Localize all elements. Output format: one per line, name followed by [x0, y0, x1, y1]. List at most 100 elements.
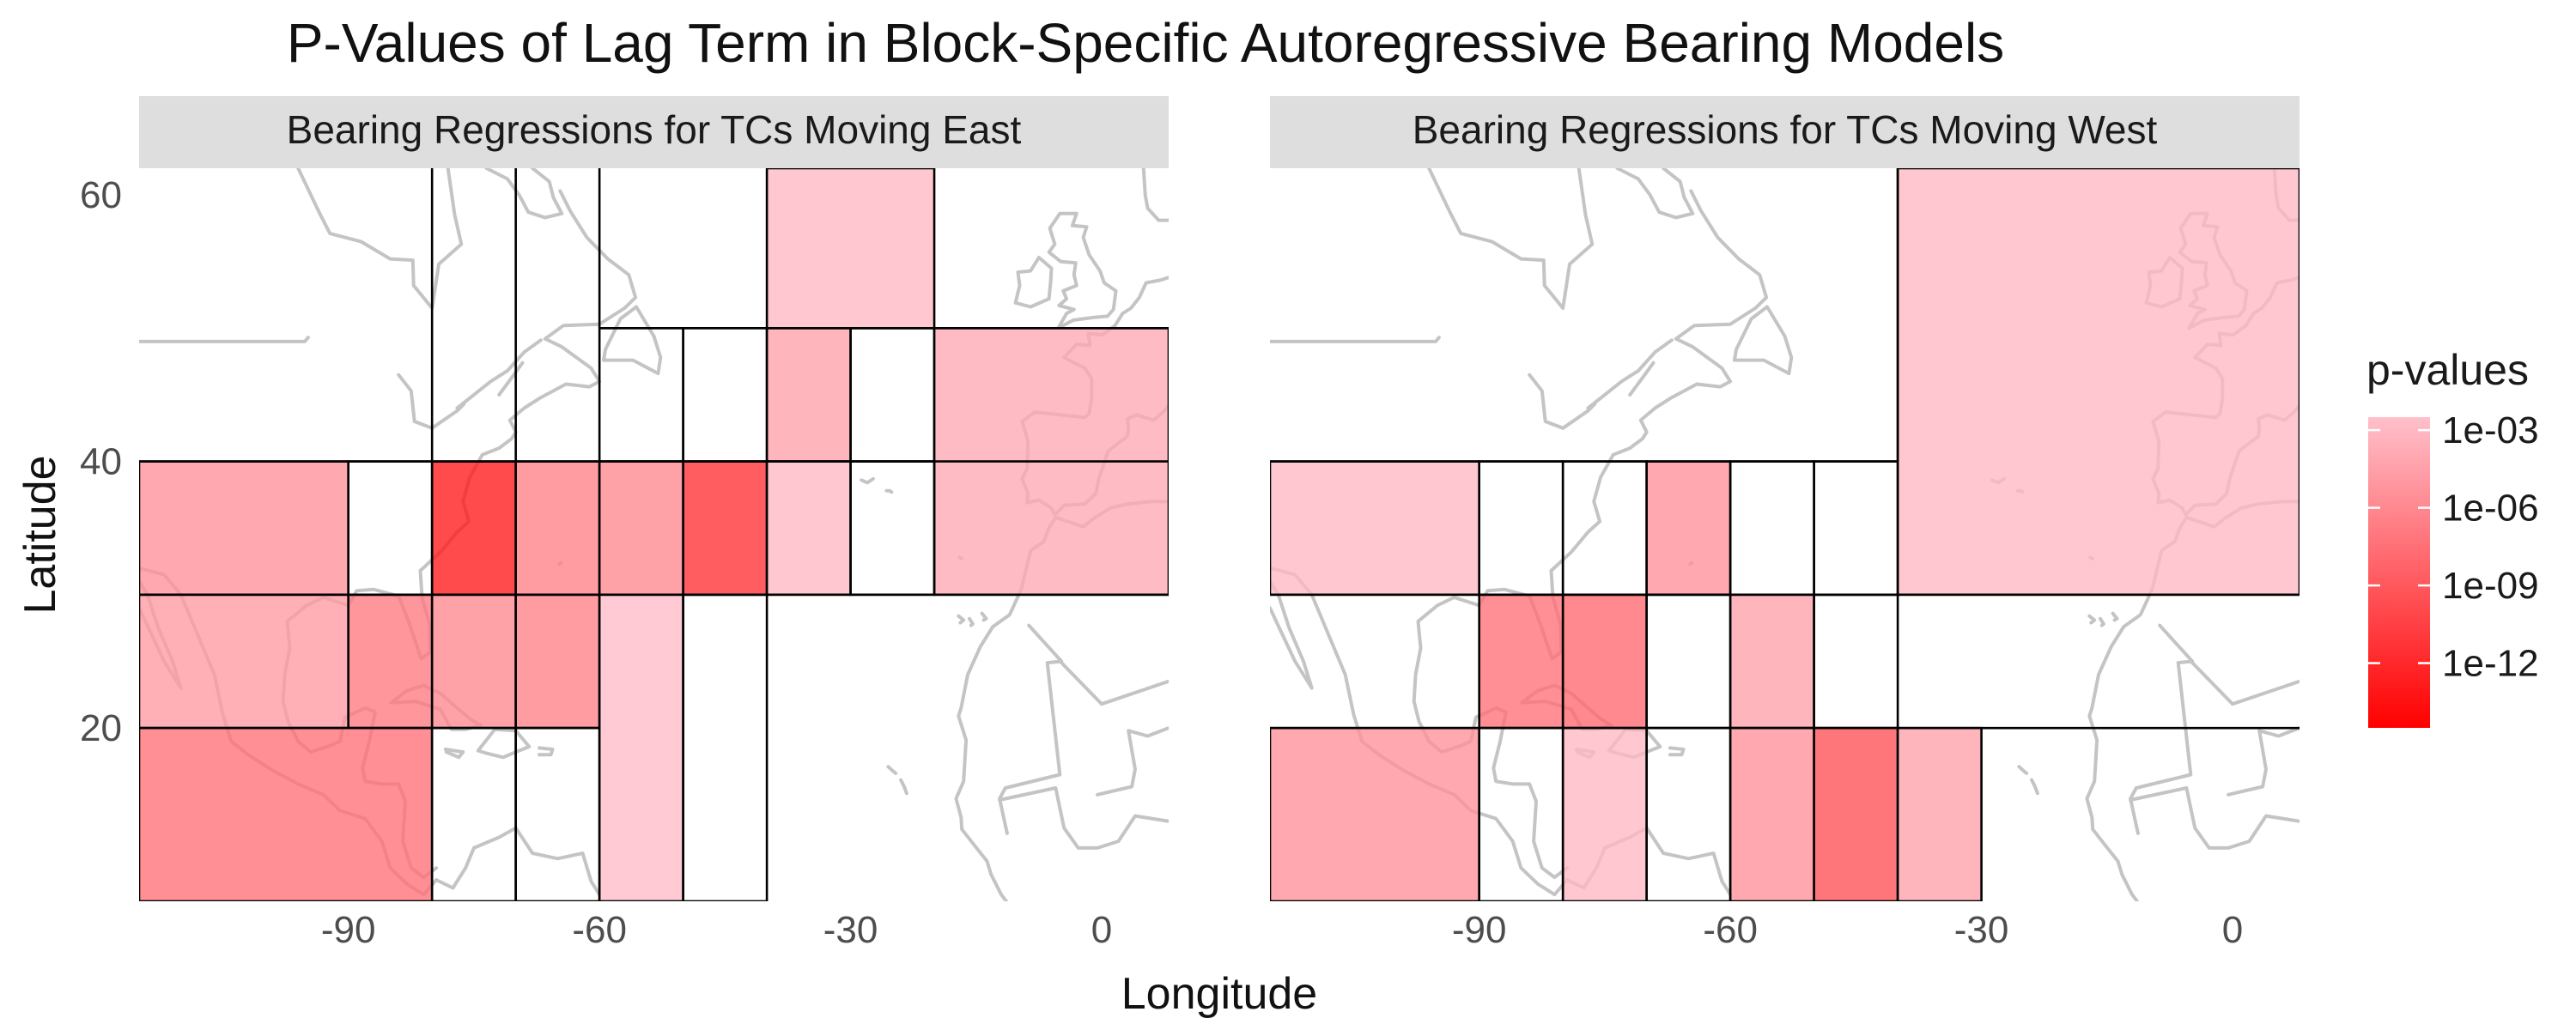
- coastline: [1628, 360, 1656, 397]
- chart-title: P-Values of Lag Term in Block-Specific A…: [287, 12, 2004, 74]
- block-cell: [765, 460, 852, 597]
- block-cell: [1645, 460, 1732, 597]
- panel-west-block-edges: [1270, 168, 2300, 730]
- coastline: [899, 778, 908, 796]
- coastline: [1270, 336, 1441, 343]
- legend-tick-label: 1e-03: [2442, 409, 2539, 451]
- block-cell: [514, 460, 601, 597]
- coastline: [455, 338, 543, 410]
- block-cell: [1561, 593, 1648, 730]
- y-tick-label: 40: [80, 441, 122, 483]
- panel-east-strip: [139, 96, 1169, 168]
- block-cell: [514, 593, 601, 730]
- block-cell: [598, 593, 684, 901]
- coastline: [1047, 211, 1118, 330]
- legend-tick-label: 1e-06: [2442, 488, 2539, 530]
- coastline: [968, 616, 975, 627]
- block-cell: [1813, 460, 1899, 597]
- legend-tick-label: 1e-12: [2442, 643, 2539, 685]
- coastline: [602, 305, 663, 376]
- coastline: [476, 727, 532, 760]
- block-cell: [1561, 460, 1648, 597]
- panel-east-strip-label: Bearing Regressions for TCs Moving East: [287, 107, 1022, 152]
- block-cell: [139, 593, 349, 730]
- panel-west-blocks: [1270, 168, 2300, 901]
- x-tick-label: 0: [1091, 909, 1112, 951]
- block-cell: [1728, 726, 1815, 901]
- coastline: [2129, 786, 2300, 850]
- block-cell: [430, 726, 517, 901]
- coastline: [1270, 579, 1314, 690]
- coastline: [957, 614, 966, 625]
- block-cell: [514, 726, 601, 901]
- panel-west-x-axis: -90 -60 -30 0: [1452, 909, 2243, 951]
- panel-east-blocks: [139, 168, 1169, 901]
- panel-east-block-edges: [139, 168, 1169, 730]
- y-tick-label: 60: [80, 174, 122, 216]
- coastline: [2129, 623, 2195, 835]
- legend-colorbar: [2368, 417, 2430, 728]
- block-cell: [682, 327, 769, 463]
- panel-west-strip: [1270, 96, 2300, 168]
- legend-ticks: 1e-03 1e-06 1e-09 1e-12: [2368, 409, 2539, 685]
- coastline: [1141, 168, 1169, 222]
- coastline: [998, 786, 1169, 850]
- y-axis-title: Latitude: [15, 455, 65, 614]
- block-cell: [1896, 726, 1983, 901]
- block-cell: [139, 460, 349, 597]
- block-cell: [1270, 460, 1480, 597]
- y-axis: 20 40 60: [80, 174, 122, 749]
- block-cell: [1813, 726, 1899, 901]
- block-cell: [1728, 593, 1815, 730]
- block-cell: [1645, 726, 1732, 901]
- panel-east-plot: [139, 168, 1169, 901]
- block-cell: [139, 726, 434, 901]
- panel-west: Bearing Regressions for TCs Moving West …: [1270, 96, 2300, 951]
- x-tick-label: -90: [1452, 909, 1507, 951]
- coastline: [1668, 746, 1686, 757]
- coastline: [2227, 726, 2300, 797]
- block-cell: [682, 460, 769, 597]
- legend-tick-label: 1e-09: [2442, 565, 2539, 607]
- block-cell: [598, 327, 684, 463]
- x-tick-label: -60: [572, 909, 627, 951]
- block-cell: [1813, 593, 1899, 730]
- coastline: [397, 373, 466, 430]
- coastline: [1060, 661, 1169, 706]
- block-cell: [347, 593, 434, 730]
- coastline: [1615, 168, 1695, 220]
- block-cell: [765, 168, 936, 330]
- coastline: [1013, 256, 1054, 309]
- block-cell: [1270, 726, 1480, 901]
- block-cell: [430, 460, 517, 597]
- coastline: [1096, 726, 1169, 797]
- x-tick-label: -30: [1954, 909, 2009, 951]
- coastline: [139, 336, 310, 343]
- panel-east-coastlines: [139, 168, 1169, 901]
- coastline: [296, 168, 464, 310]
- coastline: [1733, 305, 1794, 376]
- panel-west-plot: [1270, 168, 2300, 901]
- x-tick-label: -90: [321, 909, 376, 951]
- coastline: [2087, 614, 2097, 625]
- block-cell: [1728, 460, 1815, 597]
- panel-west-strip-label: Bearing Regressions for TCs Moving West: [1413, 107, 2158, 152]
- block-cell: [598, 460, 684, 597]
- x-tick-label: -60: [1703, 909, 1758, 951]
- coastline: [980, 611, 988, 622]
- coastline: [886, 765, 898, 775]
- coastline: [484, 168, 564, 220]
- block-cell: [849, 327, 936, 463]
- coastline: [998, 623, 1064, 835]
- x-tick-label: 0: [2222, 909, 2243, 951]
- coastline: [2190, 661, 2300, 706]
- block-cell: [682, 593, 769, 901]
- x-tick-label: -30: [823, 909, 878, 951]
- coastline: [2030, 778, 2039, 796]
- coastline: [1586, 338, 1674, 410]
- block-cell: [1478, 593, 1564, 730]
- coastline: [884, 488, 894, 494]
- coastline: [860, 476, 875, 485]
- block-cell: [1561, 726, 1648, 901]
- coastline: [538, 746, 555, 757]
